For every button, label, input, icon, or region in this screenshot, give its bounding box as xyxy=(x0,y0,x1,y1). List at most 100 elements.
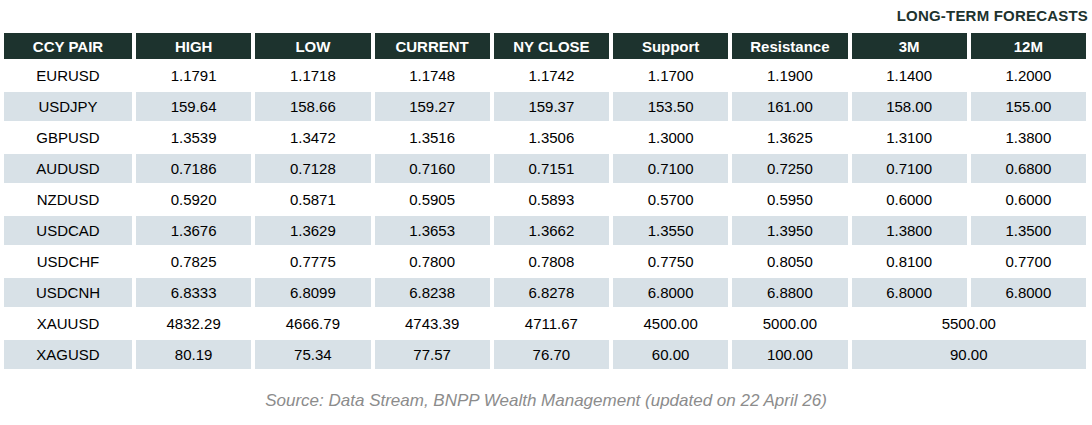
fx-forecast-panel: LONG-TERM FORECASTS CCY PAIRHIGHLOWCURRE… xyxy=(0,0,1092,425)
forecast-3m-cell: 1.3800 xyxy=(852,216,967,245)
value-cell: 100.00 xyxy=(732,340,847,369)
value-cell: 6.8333 xyxy=(136,278,251,307)
forecast-12m-cell: 0.7700 xyxy=(971,247,1086,276)
value-cell: 0.5905 xyxy=(375,185,490,214)
value-cell: 0.7808 xyxy=(494,247,609,276)
value-cell: 1.3550 xyxy=(613,216,728,245)
forecast-3m-cell: 0.7100 xyxy=(852,154,967,183)
value-cell: 0.8050 xyxy=(732,247,847,276)
value-cell: 1.3472 xyxy=(255,123,370,152)
ccy-pair-cell: XAUUSD xyxy=(4,309,132,338)
column-header-12m: 12M xyxy=(971,33,1086,59)
header-row: CCY PAIRHIGHLOWCURRENTNY CLOSESupportRes… xyxy=(4,33,1086,59)
value-cell: 1.1700 xyxy=(613,61,728,90)
value-cell: 1.1748 xyxy=(375,61,490,90)
value-cell: 1.3539 xyxy=(136,123,251,152)
ccy-pair-cell: USDJPY xyxy=(4,92,132,121)
table-row-xagusd: XAGUSD80.1975.3477.5776.7060.00100.0090.… xyxy=(4,340,1086,369)
forecast-12m-cell: 1.2000 xyxy=(971,61,1086,90)
value-cell: 0.5700 xyxy=(613,185,728,214)
value-cell: 1.1791 xyxy=(136,61,251,90)
forecast-12m-cell: 0.6000 xyxy=(971,185,1086,214)
source-note: Source: Data Stream, BNPP Wealth Managem… xyxy=(0,391,1092,411)
forecast-3m-cell: 6.8000 xyxy=(852,278,967,307)
ccy-pair-cell: USDCHF xyxy=(4,247,132,276)
ccy-pair-cell: EURUSD xyxy=(4,61,132,90)
value-cell: 0.5920 xyxy=(136,185,251,214)
value-cell: 6.8000 xyxy=(613,278,728,307)
value-cell: 159.37 xyxy=(494,92,609,121)
value-cell: 158.66 xyxy=(255,92,370,121)
value-cell: 1.1742 xyxy=(494,61,609,90)
column-header-support: Support xyxy=(613,33,728,59)
column-header-resistance: Resistance xyxy=(732,33,847,59)
fx-forecast-table: CCY PAIRHIGHLOWCURRENTNY CLOSESupportRes… xyxy=(0,31,1090,371)
value-cell: 4666.79 xyxy=(255,309,370,338)
forecast-3m-cell: 0.8100 xyxy=(852,247,967,276)
value-cell: 1.3662 xyxy=(494,216,609,245)
value-cell: 1.3506 xyxy=(494,123,609,152)
value-cell: 4500.00 xyxy=(613,309,728,338)
value-cell: 153.50 xyxy=(613,92,728,121)
forecast-12m-cell: 0.6800 xyxy=(971,154,1086,183)
value-cell: 6.8278 xyxy=(494,278,609,307)
value-cell: 75.34 xyxy=(255,340,370,369)
table-row-gbpusd: GBPUSD1.35391.34721.35161.35061.30001.36… xyxy=(4,123,1086,152)
value-cell: 0.7250 xyxy=(732,154,847,183)
forecast-3m-cell: 158.00 xyxy=(852,92,967,121)
table-row-audusd: AUDUSD0.71860.71280.71600.71510.71000.72… xyxy=(4,154,1086,183)
table-row-usdjpy: USDJPY159.64158.66159.27159.37153.50161.… xyxy=(4,92,1086,121)
forecast-merged-cell: 5500.00 xyxy=(852,309,1087,338)
value-cell: 0.7160 xyxy=(375,154,490,183)
value-cell: 80.19 xyxy=(136,340,251,369)
long-term-forecasts-title: LONG-TERM FORECASTS xyxy=(897,7,1088,24)
value-cell: 0.7750 xyxy=(613,247,728,276)
value-cell: 0.7800 xyxy=(375,247,490,276)
table-row-usdcad: USDCAD1.36761.36291.36531.36621.35501.39… xyxy=(4,216,1086,245)
forecast-12m-cell: 6.8000 xyxy=(971,278,1086,307)
value-cell: 1.3000 xyxy=(613,123,728,152)
value-cell: 77.57 xyxy=(375,340,490,369)
value-cell: 1.3653 xyxy=(375,216,490,245)
value-cell: 6.8238 xyxy=(375,278,490,307)
ccy-pair-cell: GBPUSD xyxy=(4,123,132,152)
value-cell: 60.00 xyxy=(613,340,728,369)
column-header-low: LOW xyxy=(255,33,370,59)
forecast-12m-cell: 155.00 xyxy=(971,92,1086,121)
ccy-pair-cell: USDCNH xyxy=(4,278,132,307)
value-cell: 4743.39 xyxy=(375,309,490,338)
value-cell: 1.3950 xyxy=(732,216,847,245)
value-cell: 5000.00 xyxy=(732,309,847,338)
table-row-usdchf: USDCHF0.78250.77750.78000.78080.77500.80… xyxy=(4,247,1086,276)
forecast-12m-cell: 1.3800 xyxy=(971,123,1086,152)
table-row-usdcnh: USDCNH6.83336.80996.82386.82786.80006.88… xyxy=(4,278,1086,307)
forecast-3m-cell: 0.6000 xyxy=(852,185,967,214)
value-cell: 159.64 xyxy=(136,92,251,121)
forecast-merged-cell: 90.00 xyxy=(852,340,1087,369)
value-cell: 6.8800 xyxy=(732,278,847,307)
value-cell: 0.7128 xyxy=(255,154,370,183)
value-cell: 0.7151 xyxy=(494,154,609,183)
value-cell: 0.5893 xyxy=(494,185,609,214)
value-cell: 0.7100 xyxy=(613,154,728,183)
table-row-eurusd: EURUSD1.17911.17181.17481.17421.17001.19… xyxy=(4,61,1086,90)
forecast-3m-cell: 1.3100 xyxy=(852,123,967,152)
value-cell: 1.3629 xyxy=(255,216,370,245)
value-cell: 1.3676 xyxy=(136,216,251,245)
value-cell: 1.1900 xyxy=(732,61,847,90)
value-cell: 0.5950 xyxy=(732,185,847,214)
value-cell: 0.7186 xyxy=(136,154,251,183)
value-cell: 4711.67 xyxy=(494,309,609,338)
value-cell: 0.7775 xyxy=(255,247,370,276)
value-cell: 161.00 xyxy=(732,92,847,121)
table-body: EURUSD1.17911.17181.17481.17421.17001.19… xyxy=(4,61,1086,369)
value-cell: 4832.29 xyxy=(136,309,251,338)
value-cell: 6.8099 xyxy=(255,278,370,307)
column-header-high: HIGH xyxy=(136,33,251,59)
value-cell: 159.27 xyxy=(375,92,490,121)
column-header-current: CURRENT xyxy=(375,33,490,59)
column-header-ccy-pair: CCY PAIR xyxy=(4,33,132,59)
value-cell: 0.7825 xyxy=(136,247,251,276)
column-header-3m: 3M xyxy=(852,33,967,59)
value-cell: 1.3625 xyxy=(732,123,847,152)
